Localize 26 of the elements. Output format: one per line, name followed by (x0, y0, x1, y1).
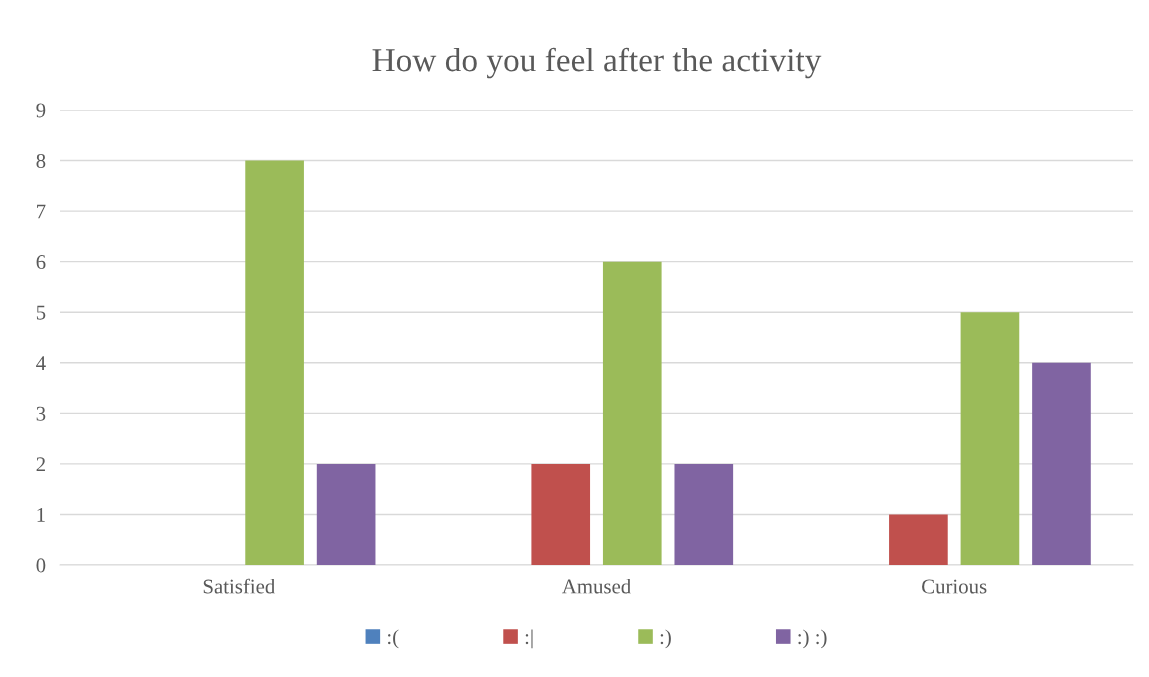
bar (674, 463, 734, 565)
legend-label: :( (388, 629, 399, 649)
bar (531, 463, 591, 565)
bar (245, 160, 304, 565)
bar (316, 463, 376, 565)
chart-title: How do you feel after the activity (372, 47, 822, 79)
y-tick-label: 5 (36, 305, 46, 320)
y-tick-label: 1 (37, 507, 45, 522)
legend-label: :) (660, 629, 671, 649)
bar (1032, 362, 1091, 565)
bar (960, 312, 1020, 565)
bar (602, 261, 662, 565)
y-tick-label: 4 (36, 356, 46, 371)
y-tick-label: 3 (36, 406, 46, 421)
x-tick-label: Amused (561, 578, 631, 594)
y-tick-label: 8 (36, 153, 46, 168)
x-tick-label: Curious (922, 579, 987, 594)
legend-label: :) :) (798, 629, 827, 649)
y-tick-label: 2 (36, 457, 45, 472)
y-tick-label: 6 (36, 255, 46, 270)
y-tick-label: 9 (36, 103, 46, 118)
bar (889, 514, 948, 565)
x-tick-label: Satisfied (203, 578, 276, 594)
legend-label: :| (525, 629, 533, 649)
y-tick-label: 0 (36, 558, 46, 573)
y-tick-label: 7 (37, 204, 46, 219)
